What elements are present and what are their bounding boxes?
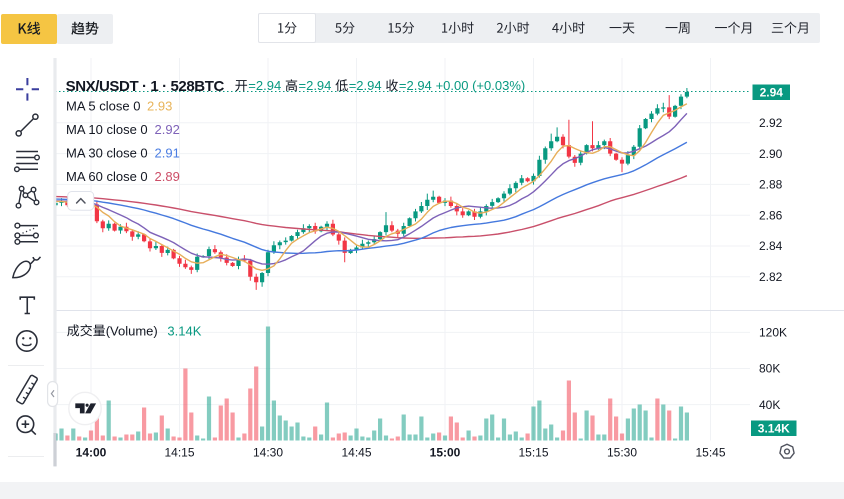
svg-text:=2.94: =2.94	[299, 78, 332, 93]
svg-text:MA 10 close 0: MA 10 close 0	[66, 122, 148, 137]
svg-text:2.90: 2.90	[759, 147, 783, 161]
svg-text:80K: 80K	[759, 362, 780, 376]
svg-text:MA 5 close 0: MA 5 close 0	[66, 99, 140, 114]
svg-text:MA 30 close 0: MA 30 close 0	[66, 146, 148, 161]
svg-text:=2.94: =2.94	[248, 78, 281, 93]
svg-text:2.86: 2.86	[759, 208, 783, 222]
svg-text:2.91: 2.91	[155, 146, 180, 161]
svg-text:15:15: 15:15	[518, 445, 548, 459]
svg-text:2.94: 2.94	[760, 86, 784, 100]
svg-text:2.89: 2.89	[155, 169, 180, 184]
svg-text:2.88: 2.88	[759, 178, 783, 192]
svg-text:40K: 40K	[759, 398, 780, 412]
svg-text:=2.94: =2.94	[349, 78, 382, 93]
svg-text:SNX/USDT · 1 · 528BTC: SNX/USDT · 1 · 528BTC	[66, 78, 225, 95]
svg-text:15:00: 15:00	[430, 445, 461, 459]
svg-text:2.82: 2.82	[759, 270, 783, 284]
svg-text:14:45: 14:45	[341, 445, 371, 459]
svg-text:120K: 120K	[759, 326, 787, 340]
svg-text:14:15: 14:15	[164, 445, 194, 459]
svg-text:14:00: 14:00	[76, 445, 107, 459]
svg-text:15:30: 15:30	[607, 445, 637, 459]
svg-text:2.84: 2.84	[759, 239, 783, 253]
svg-text:3.14K: 3.14K	[167, 323, 201, 338]
svg-text:15:45: 15:45	[695, 445, 725, 459]
svg-text:2.92: 2.92	[759, 116, 783, 130]
svg-text:14:30: 14:30	[253, 445, 283, 459]
svg-text:=2.94: =2.94	[399, 78, 432, 93]
svg-text:MA 60 close 0: MA 60 close 0	[66, 169, 148, 184]
svg-text:(Volume): (Volume)	[106, 323, 158, 338]
svg-text:2.92: 2.92	[155, 122, 180, 137]
svg-text:+0.00 (+0.03%): +0.00 (+0.03%)	[436, 78, 526, 93]
svg-text:2.93: 2.93	[147, 99, 172, 114]
svg-text:3.14K: 3.14K	[758, 422, 790, 436]
